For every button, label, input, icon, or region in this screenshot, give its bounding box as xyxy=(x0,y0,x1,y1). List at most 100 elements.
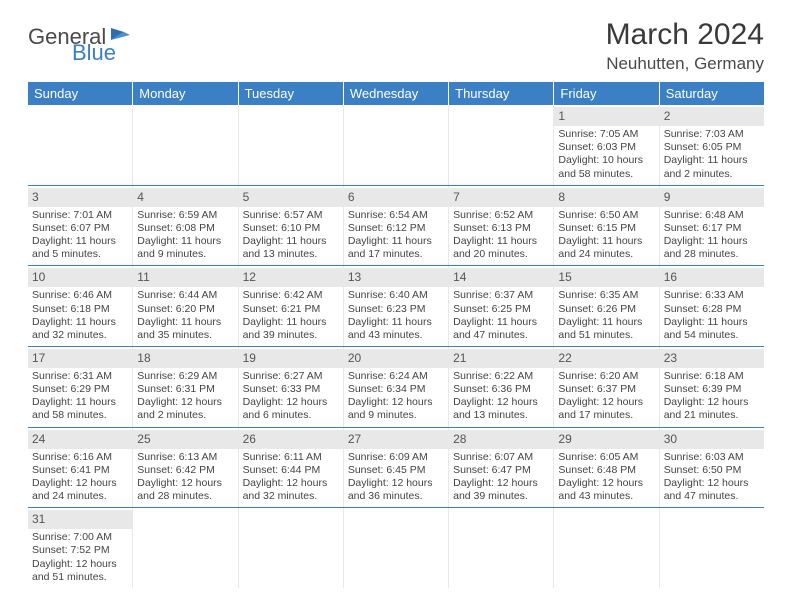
daylight-text: Daylight: 11 hours and 54 minutes. xyxy=(664,316,760,342)
week-row: 17Sunrise: 6:31 AMSunset: 6:29 PMDayligh… xyxy=(28,347,764,428)
sunrise-text: Sunrise: 6:22 AM xyxy=(453,370,549,383)
day-number-row: 28 xyxy=(449,430,553,449)
page-title: March 2024 xyxy=(606,18,764,52)
day-number-row: 5 xyxy=(239,188,343,207)
daylight-text: Daylight: 12 hours and 47 minutes. xyxy=(664,477,760,503)
day-number: 13 xyxy=(348,270,361,284)
day-number: 14 xyxy=(453,270,466,284)
day-number: 30 xyxy=(664,432,677,446)
week-row: 1Sunrise: 7:05 AMSunset: 6:03 PMDaylight… xyxy=(28,105,764,186)
sunrise-text: Sunrise: 7:01 AM xyxy=(32,209,128,222)
sunset-text: Sunset: 6:36 PM xyxy=(453,383,549,396)
sunrise-text: Sunrise: 6:33 AM xyxy=(664,289,760,302)
daylight-text: Daylight: 12 hours and 13 minutes. xyxy=(453,396,549,422)
day-header: Saturday xyxy=(660,82,764,105)
day-cell: 30Sunrise: 6:03 AMSunset: 6:50 PMDayligh… xyxy=(660,428,764,508)
day-number: 1 xyxy=(558,109,565,123)
day-header: Wednesday xyxy=(344,82,449,105)
day-header: Thursday xyxy=(449,82,554,105)
day-number-row: 25 xyxy=(133,430,237,449)
sunrise-text: Sunrise: 6:52 AM xyxy=(453,209,549,222)
sunset-text: Sunset: 6:45 PM xyxy=(348,464,444,477)
day-number-row: 22 xyxy=(554,349,658,368)
daylight-text: Daylight: 12 hours and 32 minutes. xyxy=(243,477,339,503)
day-number: 17 xyxy=(32,351,45,365)
empty-cell xyxy=(239,105,344,185)
day-header: Tuesday xyxy=(239,82,344,105)
day-number-row: 12 xyxy=(239,268,343,287)
location-label: Neuhutten, Germany xyxy=(606,54,764,74)
day-number: 8 xyxy=(558,190,565,204)
sunset-text: Sunset: 6:08 PM xyxy=(137,222,233,235)
sunset-text: Sunset: 6:37 PM xyxy=(558,383,654,396)
day-number: 23 xyxy=(664,351,677,365)
sunset-text: Sunset: 6:29 PM xyxy=(32,383,128,396)
day-cell: 15Sunrise: 6:35 AMSunset: 6:26 PMDayligh… xyxy=(554,266,659,346)
day-cell: 31Sunrise: 7:00 AMSunset: 7:52 PMDayligh… xyxy=(28,508,133,588)
day-number-row: 16 xyxy=(660,268,764,287)
sunset-text: Sunset: 6:23 PM xyxy=(348,303,444,316)
sunset-text: Sunset: 6:31 PM xyxy=(137,383,233,396)
day-number: 31 xyxy=(32,512,45,526)
day-header-row: SundayMondayTuesdayWednesdayThursdayFrid… xyxy=(28,82,764,105)
day-number-row: 20 xyxy=(344,349,448,368)
day-number: 4 xyxy=(137,190,144,204)
daylight-text: Daylight: 12 hours and 28 minutes. xyxy=(137,477,233,503)
day-number: 11 xyxy=(137,270,149,284)
week-row: 3 Sunrise: 7:01 AMSunset: 6:07 PM Daylight… xyxy=(28,186,764,267)
day-number: 21 xyxy=(453,351,466,365)
sunrise-text: Sunrise: 6:59 AM xyxy=(137,209,233,222)
daylight-text: Daylight: 12 hours and 6 minutes. xyxy=(243,396,339,422)
sunset-text: Sunset: 6:12 PM xyxy=(348,222,444,235)
daylight-text: Daylight: 11 hours and 28 minutes. xyxy=(664,235,760,261)
day-number-row: 24 xyxy=(28,430,132,449)
sunrise-text: Sunrise: 6:54 AM xyxy=(348,209,444,222)
day-number-row: 27 xyxy=(344,430,448,449)
week-row: 24Sunrise: 6:16 AMSunset: 6:41 PMDayligh… xyxy=(28,428,764,509)
day-number: 28 xyxy=(453,432,466,446)
day-number: 24 xyxy=(32,432,45,446)
sunset-text: Sunset: 6:07 PM xyxy=(32,222,128,235)
day-number-row: 2 xyxy=(660,107,764,126)
sunrise-text: Sunrise: 6:44 AM xyxy=(137,289,233,302)
day-number-row: 26 xyxy=(239,430,343,449)
sunrise-text: Sunrise: 6:20 AM xyxy=(558,370,654,383)
day-number-row: 11 xyxy=(133,268,237,287)
day-cell: 14Sunrise: 6:37 AMSunset: 6:25 PMDayligh… xyxy=(449,266,554,346)
daylight-text: Daylight: 12 hours and 24 minutes. xyxy=(32,477,128,503)
day-number: 29 xyxy=(558,432,571,446)
sunset-text: Sunset: 6:44 PM xyxy=(243,464,339,477)
day-number-row: 17 xyxy=(28,349,132,368)
empty-cell xyxy=(554,508,659,588)
day-number: 2 xyxy=(664,109,671,123)
sunrise-text: Sunrise: 7:03 AM xyxy=(664,128,760,141)
sunset-text: Sunset: 6:33 PM xyxy=(243,383,339,396)
day-cell: 2Sunrise: 7:03 AMSunset: 6:05 PMDaylight… xyxy=(660,105,764,185)
day-cell: 25Sunrise: 6:13 AMSunset: 6:42 PMDayligh… xyxy=(133,428,238,508)
empty-cell xyxy=(28,105,133,185)
day-number: 22 xyxy=(558,351,571,365)
day-cell: 16Sunrise: 6:33 AMSunset: 6:28 PMDayligh… xyxy=(660,266,764,346)
day-number-row: 18 xyxy=(133,349,237,368)
sunset-text: Sunset: 6:26 PM xyxy=(558,303,654,316)
day-number: 15 xyxy=(558,270,571,284)
calendar: SundayMondayTuesdayWednesdayThursdayFrid… xyxy=(28,82,764,588)
day-cell: 8Sunrise: 6:50 AMSunset: 6:15 PMDaylight… xyxy=(554,186,659,266)
day-number: 3 xyxy=(32,190,39,204)
sunset-text: Sunset: 6:39 PM xyxy=(664,383,760,396)
day-cell: 26Sunrise: 6:11 AMSunset: 6:44 PMDayligh… xyxy=(239,428,344,508)
daylight-text: Daylight: 12 hours and 17 minutes. xyxy=(558,396,654,422)
sunrise-text: Sunrise: 6:07 AM xyxy=(453,451,549,464)
day-number: 6 xyxy=(348,190,355,204)
daylight-text: Daylight: 11 hours and 13 minutes. xyxy=(243,235,339,261)
day-cell: 12Sunrise: 6:42 AMSunset: 6:21 PMDayligh… xyxy=(239,266,344,346)
empty-cell xyxy=(344,105,449,185)
day-number-row: 23 xyxy=(660,349,764,368)
sunrise-text: Sunrise: 6:40 AM xyxy=(348,289,444,302)
sunrise-text: Sunrise: 7:00 AM xyxy=(32,531,128,544)
day-number: 18 xyxy=(137,351,150,365)
sunset-text: Sunset: 6:05 PM xyxy=(664,141,760,154)
day-header: Sunday xyxy=(28,82,133,105)
day-number-row: 21 xyxy=(449,349,553,368)
day-cell: 21 Sunrise: 6:22 AMSunset: 6:36 PMDayligh… xyxy=(449,347,554,427)
